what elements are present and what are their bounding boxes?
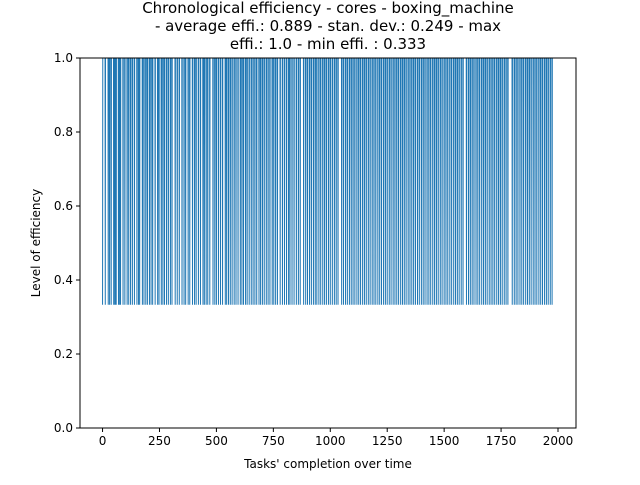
x-tick-label: 500 xyxy=(205,434,228,448)
y-axis-ticks: 0.0 0.2 0.4 0.6 0.8 1.0 xyxy=(54,51,80,435)
y-tick-label: 0.2 xyxy=(54,347,73,361)
chart-title-line-2: - average effi.: 0.889 - stan. dev.: 0.2… xyxy=(155,17,501,35)
y-tick-label: 0.4 xyxy=(54,273,73,287)
x-tick-label: 250 xyxy=(148,434,171,448)
chart-title-line-3: effi.: 1.0 - min effi. : 0.333 xyxy=(230,35,426,53)
x-axis-ticks: 0 250 500 750 1000 1250 1500 1750 2000 xyxy=(99,428,574,448)
x-tick-label: 1000 xyxy=(315,434,346,448)
y-axis-label: Level of efficiency xyxy=(29,189,43,297)
x-tick-label: 750 xyxy=(262,434,285,448)
x-tick-label: 1500 xyxy=(429,434,460,448)
chart-title-line-1: Chronological efficiency - cores - boxin… xyxy=(142,0,514,18)
y-tick-label: 0.6 xyxy=(54,199,73,213)
y-tick-label: 1.0 xyxy=(54,51,73,65)
x-tick-label: 1750 xyxy=(486,434,517,448)
x-tick-label: 0 xyxy=(99,434,107,448)
y-tick-label: 0.0 xyxy=(54,421,73,435)
x-tick-label: 1250 xyxy=(372,434,403,448)
x-axis-label: Tasks' completion over time xyxy=(243,457,412,471)
y-tick-label: 0.8 xyxy=(54,125,73,139)
axes-frame xyxy=(79,57,577,429)
x-tick-label: 2000 xyxy=(543,434,574,448)
